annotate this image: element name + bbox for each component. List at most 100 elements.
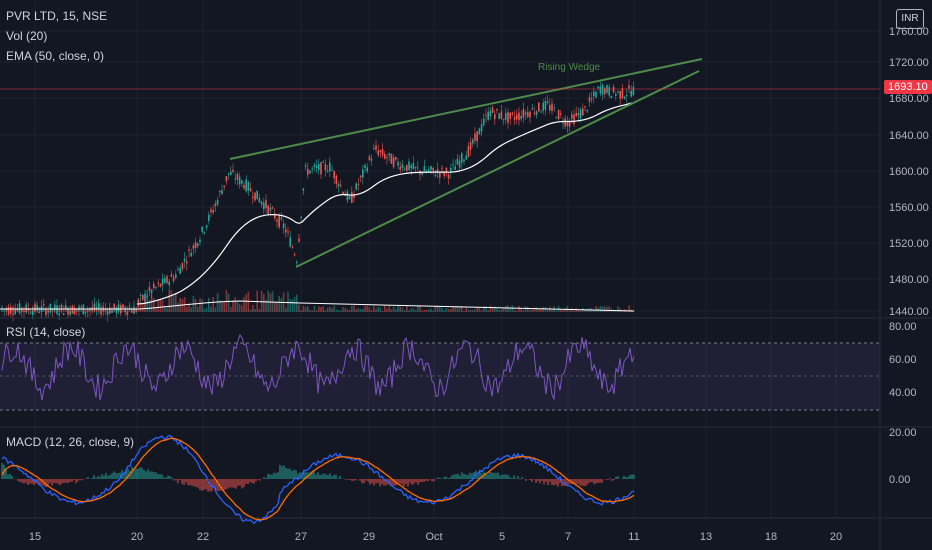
volume-bar bbox=[175, 292, 177, 312]
candle-body bbox=[538, 102, 540, 112]
candle-body bbox=[397, 161, 399, 166]
time-axis[interactable]: 15 20 22 27 29 Oct 5 7 11 13 18 20 bbox=[29, 531, 842, 543]
candle-body bbox=[507, 112, 509, 123]
volume-bar bbox=[375, 308, 377, 312]
volume-bar bbox=[144, 298, 146, 312]
candle-body bbox=[348, 196, 351, 199]
ema-legend[interactable]: EMA (50, close, 0) bbox=[6, 49, 105, 63]
price-tick-label: 1520.00 bbox=[889, 238, 929, 250]
volume-bar bbox=[454, 307, 456, 312]
volume-bar bbox=[370, 310, 373, 312]
candle-body bbox=[403, 168, 406, 170]
wedge-upper-line bbox=[229, 58, 703, 160]
volume-bar bbox=[117, 307, 120, 312]
volume-bar bbox=[221, 301, 223, 312]
volume-bar bbox=[344, 308, 346, 312]
candle-body bbox=[285, 229, 287, 233]
volume-bar bbox=[606, 306, 608, 312]
candle-body bbox=[549, 105, 551, 111]
symbol-title[interactable]: PVR LTD, 15, NSE bbox=[6, 9, 108, 23]
currency-label[interactable]: INR bbox=[896, 9, 924, 29]
candle-body bbox=[366, 167, 368, 172]
candle-body bbox=[597, 86, 599, 89]
volume-bar bbox=[485, 306, 487, 312]
candle-body bbox=[436, 169, 439, 173]
candle-body bbox=[571, 114, 573, 119]
candle-body bbox=[38, 312, 41, 314]
volume-bar bbox=[403, 310, 406, 312]
volume-bar bbox=[423, 310, 426, 312]
candle-body bbox=[568, 121, 571, 127]
volume-bar bbox=[311, 310, 313, 312]
candle-body bbox=[452, 164, 454, 166]
volume-bar bbox=[232, 300, 234, 312]
candle-body bbox=[544, 100, 547, 110]
volume-bar bbox=[245, 294, 247, 312]
rising-wedge-label: Rising Wedge bbox=[538, 62, 601, 73]
volume-bar bbox=[115, 308, 118, 312]
rsi-legend[interactable]: RSI (14, close) bbox=[6, 325, 86, 339]
candle-body bbox=[428, 169, 430, 172]
volume-bar bbox=[421, 310, 423, 312]
volume-bar bbox=[89, 307, 91, 312]
candle-body bbox=[300, 216, 302, 218]
volume-bar bbox=[505, 305, 507, 312]
candle-body bbox=[454, 166, 456, 170]
volume-bar bbox=[84, 309, 87, 312]
volume-bar bbox=[109, 308, 111, 312]
volume-bar bbox=[34, 309, 36, 312]
candle-body bbox=[311, 167, 313, 169]
candle-body bbox=[271, 207, 274, 209]
volume-bar bbox=[463, 310, 465, 312]
candle-body bbox=[276, 219, 278, 222]
candle-body bbox=[386, 157, 388, 159]
volume-bar bbox=[331, 308, 333, 312]
candle-body bbox=[12, 313, 14, 315]
macd-legend[interactable]: MACD (12, 26, close, 9) bbox=[6, 435, 135, 449]
candle-body bbox=[58, 313, 60, 316]
volume-bar bbox=[208, 297, 210, 312]
volume-bar bbox=[480, 310, 483, 312]
volume-bar bbox=[324, 310, 327, 312]
candle-body bbox=[329, 162, 331, 172]
volume-bar bbox=[472, 309, 474, 312]
volume-bar bbox=[188, 303, 190, 312]
candle-body bbox=[375, 145, 377, 150]
volume-bar bbox=[27, 308, 30, 312]
candle-body bbox=[80, 306, 82, 308]
candle-body bbox=[155, 287, 157, 289]
candle-body bbox=[575, 112, 577, 116]
candle-body bbox=[370, 158, 373, 161]
time-tick-label: 15 bbox=[29, 531, 41, 543]
candle-body bbox=[478, 128, 481, 135]
candle-body bbox=[203, 232, 206, 234]
price-axis[interactable]: 1760.00 1720.00 1680.00 1640.00 1600.00 1560.… bbox=[889, 26, 929, 486]
candle-body bbox=[49, 303, 52, 313]
volume-bar bbox=[203, 308, 206, 312]
volume-bar bbox=[439, 306, 441, 312]
volume-bar bbox=[18, 309, 21, 312]
volume-bar bbox=[194, 299, 197, 312]
candle-body bbox=[25, 304, 27, 313]
volume-bar bbox=[520, 309, 522, 312]
volume-bar bbox=[258, 309, 261, 312]
candle-body bbox=[505, 113, 507, 120]
volume-bar bbox=[95, 308, 98, 312]
price-tick-label: 1640.00 bbox=[889, 130, 929, 142]
volume-bar bbox=[366, 305, 368, 312]
candle-body bbox=[390, 154, 393, 164]
volume-bar bbox=[238, 303, 241, 312]
volume-bar bbox=[326, 307, 329, 312]
candle-body bbox=[467, 146, 470, 157]
volume-bar bbox=[478, 308, 481, 312]
vol-legend[interactable]: Vol (20) bbox=[6, 29, 48, 43]
candle-body bbox=[280, 217, 283, 220]
candle-body bbox=[483, 118, 485, 126]
candle-body bbox=[269, 207, 272, 211]
candle-body bbox=[384, 154, 386, 159]
price-tick-label: 1560.00 bbox=[889, 202, 929, 214]
candle-body bbox=[500, 111, 503, 119]
volume-bar bbox=[153, 298, 155, 312]
candle-body bbox=[441, 167, 443, 169]
